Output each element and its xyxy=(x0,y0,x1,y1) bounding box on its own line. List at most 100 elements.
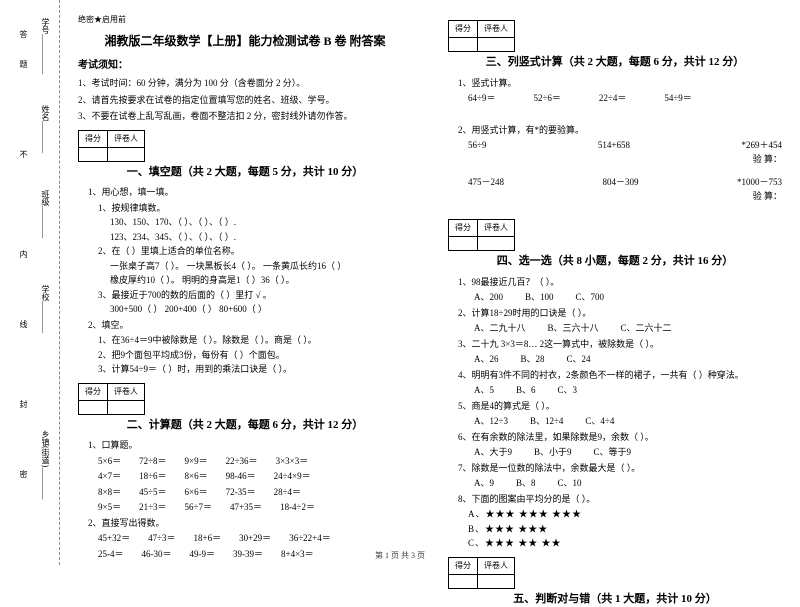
calc-cell: 52÷6＝ xyxy=(533,92,560,106)
section-5-title: 五、判断对与错（共 1 大题，共计 10 分） xyxy=(448,591,782,607)
calc-cell: 18÷6＝ xyxy=(139,470,166,484)
s2-row1: 5×6＝ 72÷8＝ 9×9＝ 22÷36＝ 3×3×3＝ xyxy=(98,455,412,469)
section-4-title: 四、选一选（共 8 小题，每题 2 分，共计 16 分） xyxy=(448,253,782,270)
s3-q2-row1: 56÷9 514+658 *269＋454 xyxy=(468,139,782,153)
opt: B、三六十八 xyxy=(548,322,599,336)
opt: C、4÷4 xyxy=(585,415,614,429)
verify-label: 验 算： xyxy=(753,153,782,167)
calc-cell: 8×8＝ xyxy=(98,486,121,500)
s3-q2-row1b: 验 算： xyxy=(468,153,782,167)
verify-label: 验 算： xyxy=(753,190,782,204)
score-box-5: 得分 评卷人 xyxy=(448,557,782,589)
calc-cell: 4×7＝ xyxy=(98,470,121,484)
s2-row4: 9×5＝ 21÷3＝ 56÷7＝ 47+35＝ 18-4÷2＝ xyxy=(98,501,412,515)
spine-banji: 班级________ xyxy=(40,190,51,238)
opt: A、12÷3 xyxy=(474,415,508,429)
opt: B、100 xyxy=(525,291,554,305)
calc-cell: 21÷3＝ xyxy=(139,501,166,515)
s1-q2c: 3、计算54÷9＝（ ）时，用到的乘法口诀是（ ）。 xyxy=(98,363,412,377)
s2-q1: 1、口算题。 xyxy=(88,439,412,453)
calc-cell: 18-4÷2＝ xyxy=(280,501,315,515)
opt: A、5 xyxy=(474,384,494,398)
exam-title: 湘教版二年级数学【上册】能力检测试卷 B 卷 附答案 xyxy=(78,32,412,50)
calc-cell: *269＋454 xyxy=(741,139,782,153)
s4-q3-opts: A、26 B、28 C、24 xyxy=(474,353,782,367)
instr-1: 1、考试时间：60 分钟，满分为 100 分（含卷面分 2 分）。 xyxy=(78,77,412,91)
s4-q1-opts: A、200 B、100 C、700 xyxy=(474,291,782,305)
calc-cell: 28÷4＝ xyxy=(274,486,301,500)
calc-cell: 514+658 xyxy=(598,139,630,153)
calc-cell: 3×3×3＝ xyxy=(276,455,309,469)
s2b-row1: 45+32＝ 47÷3＝ 18+6＝ 30+29＝ 36÷22+4＝ xyxy=(98,532,412,546)
s4-q8-a: A、★★★ ★★★ ★★★ xyxy=(468,508,782,522)
score-left-2: 得分 xyxy=(79,383,108,400)
s1-q2b: 2、把9个面包平均成3份，每份有（ ）个面包。 xyxy=(98,349,412,363)
s1-q1a-r2: 123、234、345、（ ）、（ ）、（ ）. xyxy=(110,231,412,245)
s4-q7-opts: A、9 B、8 C、10 xyxy=(474,477,782,491)
s2-row3: 8×8＝ 45÷5＝ 6×6＝ 72-35＝ 28÷4＝ xyxy=(98,486,412,500)
s2-q2: 2、直接写出得数。 xyxy=(88,517,412,531)
calc-cell: 64÷9＝ xyxy=(468,92,495,106)
calc-cell: 47÷3＝ xyxy=(148,532,175,546)
opt: B、8 xyxy=(516,477,536,491)
s4-q6: 6、在有余数的除法里，如果除数是9，余数（ ）。 xyxy=(458,431,782,445)
calc-cell: 475－248 xyxy=(468,176,504,190)
score-right-3: 评卷人 xyxy=(478,21,515,38)
s4-q8: 8、下面的图案由平均分的是（ ）。 xyxy=(458,493,782,507)
calc-cell: 45+32＝ xyxy=(98,532,130,546)
calc-cell: 22÷4＝ xyxy=(599,92,626,106)
calc-cell: 56÷7＝ xyxy=(185,501,212,515)
s3-q2: 2、用竖式计算，有*的要验算。 xyxy=(458,124,782,138)
calc-cell: 9×9＝ xyxy=(185,455,208,469)
score-right: 评卷人 xyxy=(108,130,145,147)
calc-cell: 54÷9＝ xyxy=(664,92,691,106)
calc-cell: 24÷4×9＝ xyxy=(274,470,311,484)
score-right-2: 评卷人 xyxy=(108,383,145,400)
section-3-title: 三、列竖式计算（共 2 大题，每题 6 分，共计 12 分） xyxy=(448,54,782,71)
s3-q2-row2b: 验 算： xyxy=(468,190,782,204)
s4-q1: 1、98最接近几百？（ ）。 xyxy=(458,276,782,290)
binding-spine: 学号__________ 姓名________ 班级________ 学校___… xyxy=(0,0,60,565)
s1-q2a: 1、在36÷4＝9中被除数是（ ）。除数是（ ）。商是（ ）。 xyxy=(98,334,412,348)
s2-row2: 4×7＝ 18÷6＝ 8×6＝ 98-46＝ 24÷4×9＝ xyxy=(98,470,412,484)
opt: A、大于9 xyxy=(474,446,512,460)
opt: C、700 xyxy=(576,291,605,305)
spine-mark-0: 答 xyxy=(18,30,29,38)
s1-q1b-r2: 橡皮厚约10（ ）。 明明的身高是1（ ）36（ ）。 xyxy=(110,274,412,288)
score-box-2: 得分 评卷人 xyxy=(78,383,412,415)
calc-cell: 72÷8＝ xyxy=(139,455,166,469)
calc-cell: 98-46＝ xyxy=(226,470,256,484)
page-footer: 第 1 页 共 3 页 xyxy=(0,550,800,561)
calc-cell: 9×5＝ xyxy=(98,501,121,515)
spine-xuehao: 学号__________ xyxy=(40,18,51,74)
calc-cell: 45÷5＝ xyxy=(139,486,166,500)
opt: A、9 xyxy=(474,477,494,491)
section-1-title: 一、填空题（共 2 大题，每题 5 分，共计 10 分） xyxy=(78,164,412,181)
s1-q1: 1、用心想，填一填。 xyxy=(88,186,412,200)
calc-cell: 47+35＝ xyxy=(230,501,262,515)
calc-cell: 30+29＝ xyxy=(239,532,271,546)
calc-cell: *1000－753 xyxy=(737,176,782,190)
s4-q5-opts: A、12÷3 B、12÷4 C、4÷4 xyxy=(474,415,782,429)
s1-q1c: 3、最接近于700的数的后面的（ ）里打 √ 。 xyxy=(98,289,412,303)
s1-q2: 2、填空。 xyxy=(88,319,412,333)
opt: C、等于9 xyxy=(594,446,632,460)
secret-label: 绝密★启用前 xyxy=(78,14,412,26)
s4-q2: 2、计算18÷29时用的口诀是（ ）。 xyxy=(458,307,782,321)
s3-q2-row2: 475－248 804－309 *1000－753 xyxy=(468,176,782,190)
spine-mark-2: 不 xyxy=(18,150,29,158)
instr-2: 2、请首先按要求在试卷的指定位置填写您的姓名、班级、学号。 xyxy=(78,94,412,108)
section-2-title: 二、计算题（共 2 大题，每题 6 分，共计 12 分） xyxy=(78,417,412,434)
opt: C、10 xyxy=(558,477,582,491)
opt: B、12÷4 xyxy=(530,415,563,429)
opt: A、200 xyxy=(474,291,503,305)
s1-q1a-r1: 130、150、170、（ ）、（ ）、（ ）. xyxy=(110,216,412,230)
s4-q4-opts: A、5 B、6 C、3 xyxy=(474,384,782,398)
opt: A、二九十八 xyxy=(474,322,526,336)
spine-mark-1: 题 xyxy=(18,60,29,68)
calc-cell: 5×6＝ xyxy=(98,455,121,469)
score-left-3: 得分 xyxy=(449,21,478,38)
calc-cell: 72-35＝ xyxy=(226,486,256,500)
s4-q2-opts: A、二九十八 B、三六十八 C、二六十二 xyxy=(474,322,782,336)
right-column: 得分 评卷人 三、列竖式计算（共 2 大题，每题 6 分，共计 12 分） 1、… xyxy=(430,0,800,565)
